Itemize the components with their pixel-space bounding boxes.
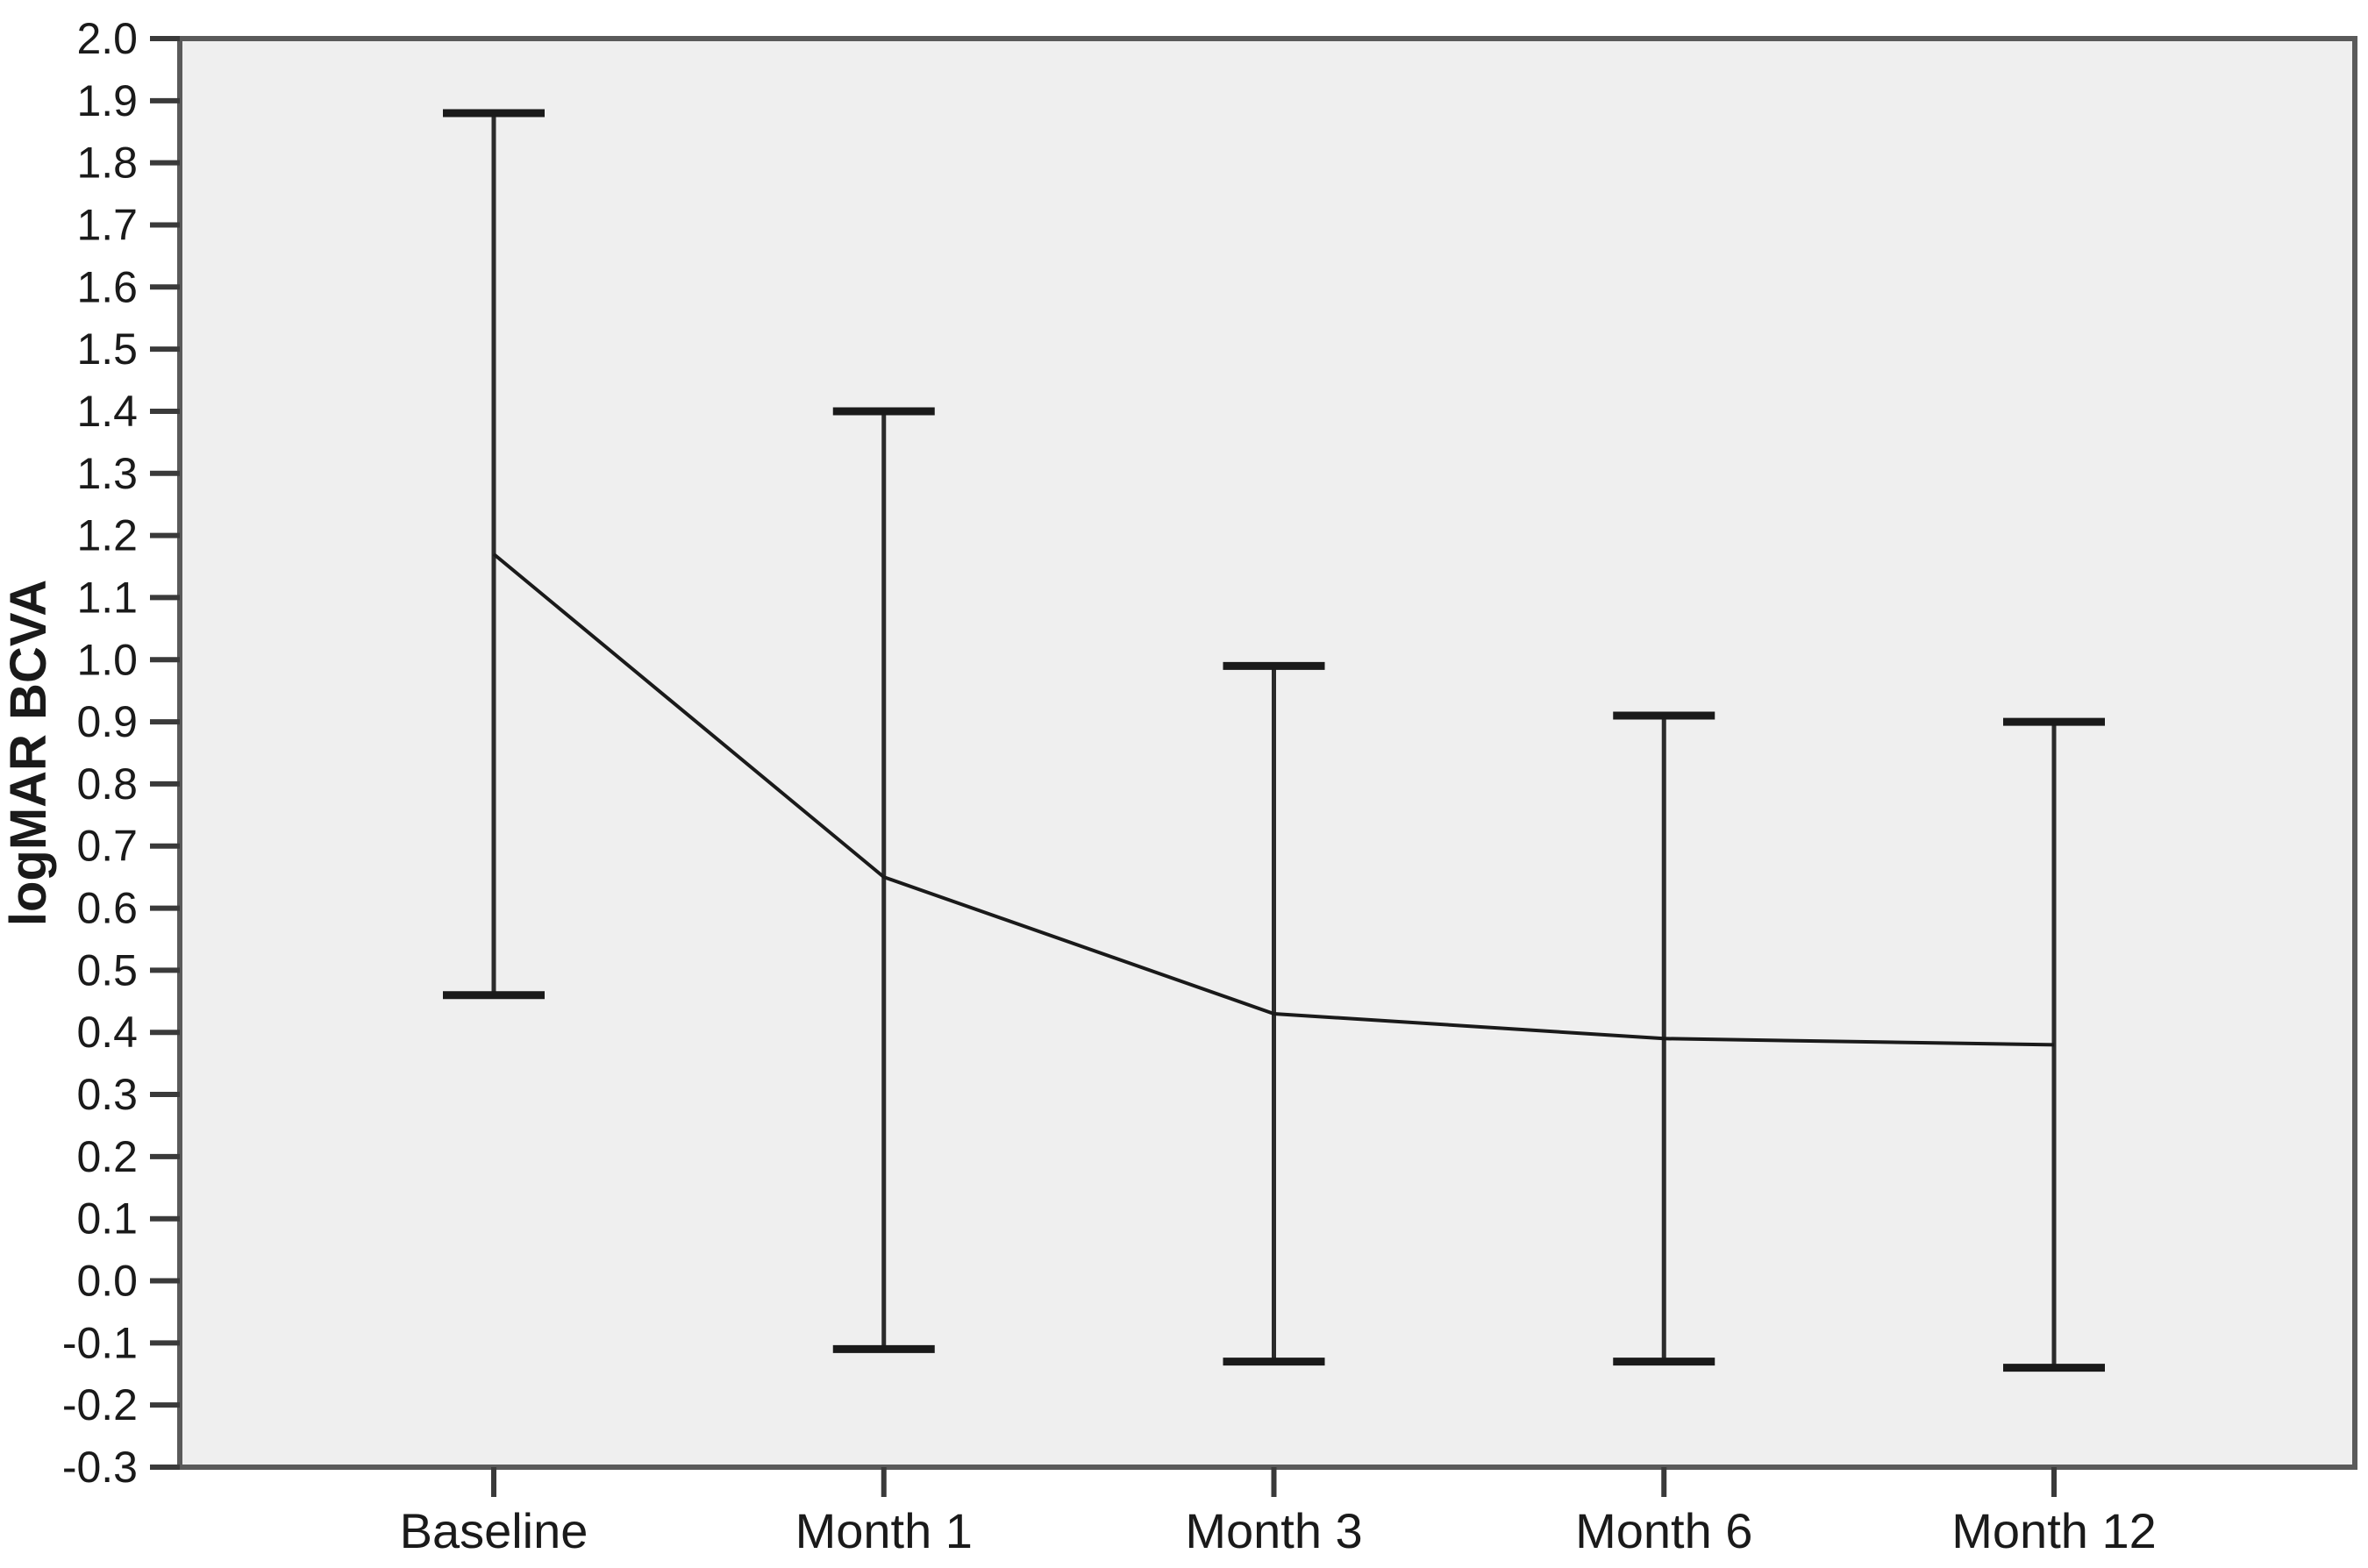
y-tick-label: 1.6: [76, 262, 138, 311]
y-tick-label: 1.3: [76, 449, 138, 498]
mean-line: [492, 552, 2055, 1047]
plot-area: [177, 36, 2357, 1470]
y-tick-label: -0.3: [62, 1443, 138, 1492]
y-tick-label: 0.2: [76, 1132, 138, 1181]
y-tick-label: 0.9: [76, 697, 138, 746]
y-tick-label: 0.7: [76, 822, 138, 871]
x-tick-label: Baseline: [400, 1503, 588, 1558]
y-tick-label: 0.0: [76, 1257, 138, 1306]
error-bar: [832, 407, 935, 1353]
x-tick-label: Month 3: [1185, 1503, 1362, 1558]
y-tick-label: 0.3: [76, 1070, 138, 1119]
y-tick-label: 0.8: [76, 759, 138, 809]
y-tick-label: 1.5: [76, 324, 138, 374]
y-tick-label: 1.8: [76, 139, 138, 188]
y-tick-label: 1.4: [76, 387, 138, 436]
y-tick-label: -0.2: [62, 1380, 138, 1429]
y-tick-label: 1.1: [76, 573, 138, 622]
y-axis-title: logMAR BCVA: [0, 580, 57, 926]
x-tick-label: Month 12: [1951, 1503, 2157, 1558]
y-tick-label: 2.0: [76, 14, 138, 63]
y-tick-label: 0.1: [76, 1194, 138, 1244]
y-tick-label: 1.7: [76, 200, 138, 249]
y-tick-label: 0.4: [76, 1008, 138, 1057]
y-axis: 2.0 1.9 1.8 1.7 1.6 1.5 1.4 1.3 1.2 1.1 1.0 0.9 0.8 0…: [62, 14, 180, 1492]
y-tick-label: 1.2: [76, 511, 138, 560]
y-tick-label: 0.6: [76, 884, 138, 933]
y-tick-label: -0.1: [62, 1318, 138, 1367]
y-tick-label: 1.9: [76, 76, 138, 125]
x-axis: Baseline Month 1 Month 3 Month 6 Month 12: [400, 1467, 2157, 1558]
x-tick-label: Month 1: [795, 1503, 973, 1558]
x-tick-label: Month 6: [1575, 1503, 1752, 1558]
y-tick-label: 0.5: [76, 945, 138, 994]
y-tick-label: 1.0: [76, 635, 138, 684]
